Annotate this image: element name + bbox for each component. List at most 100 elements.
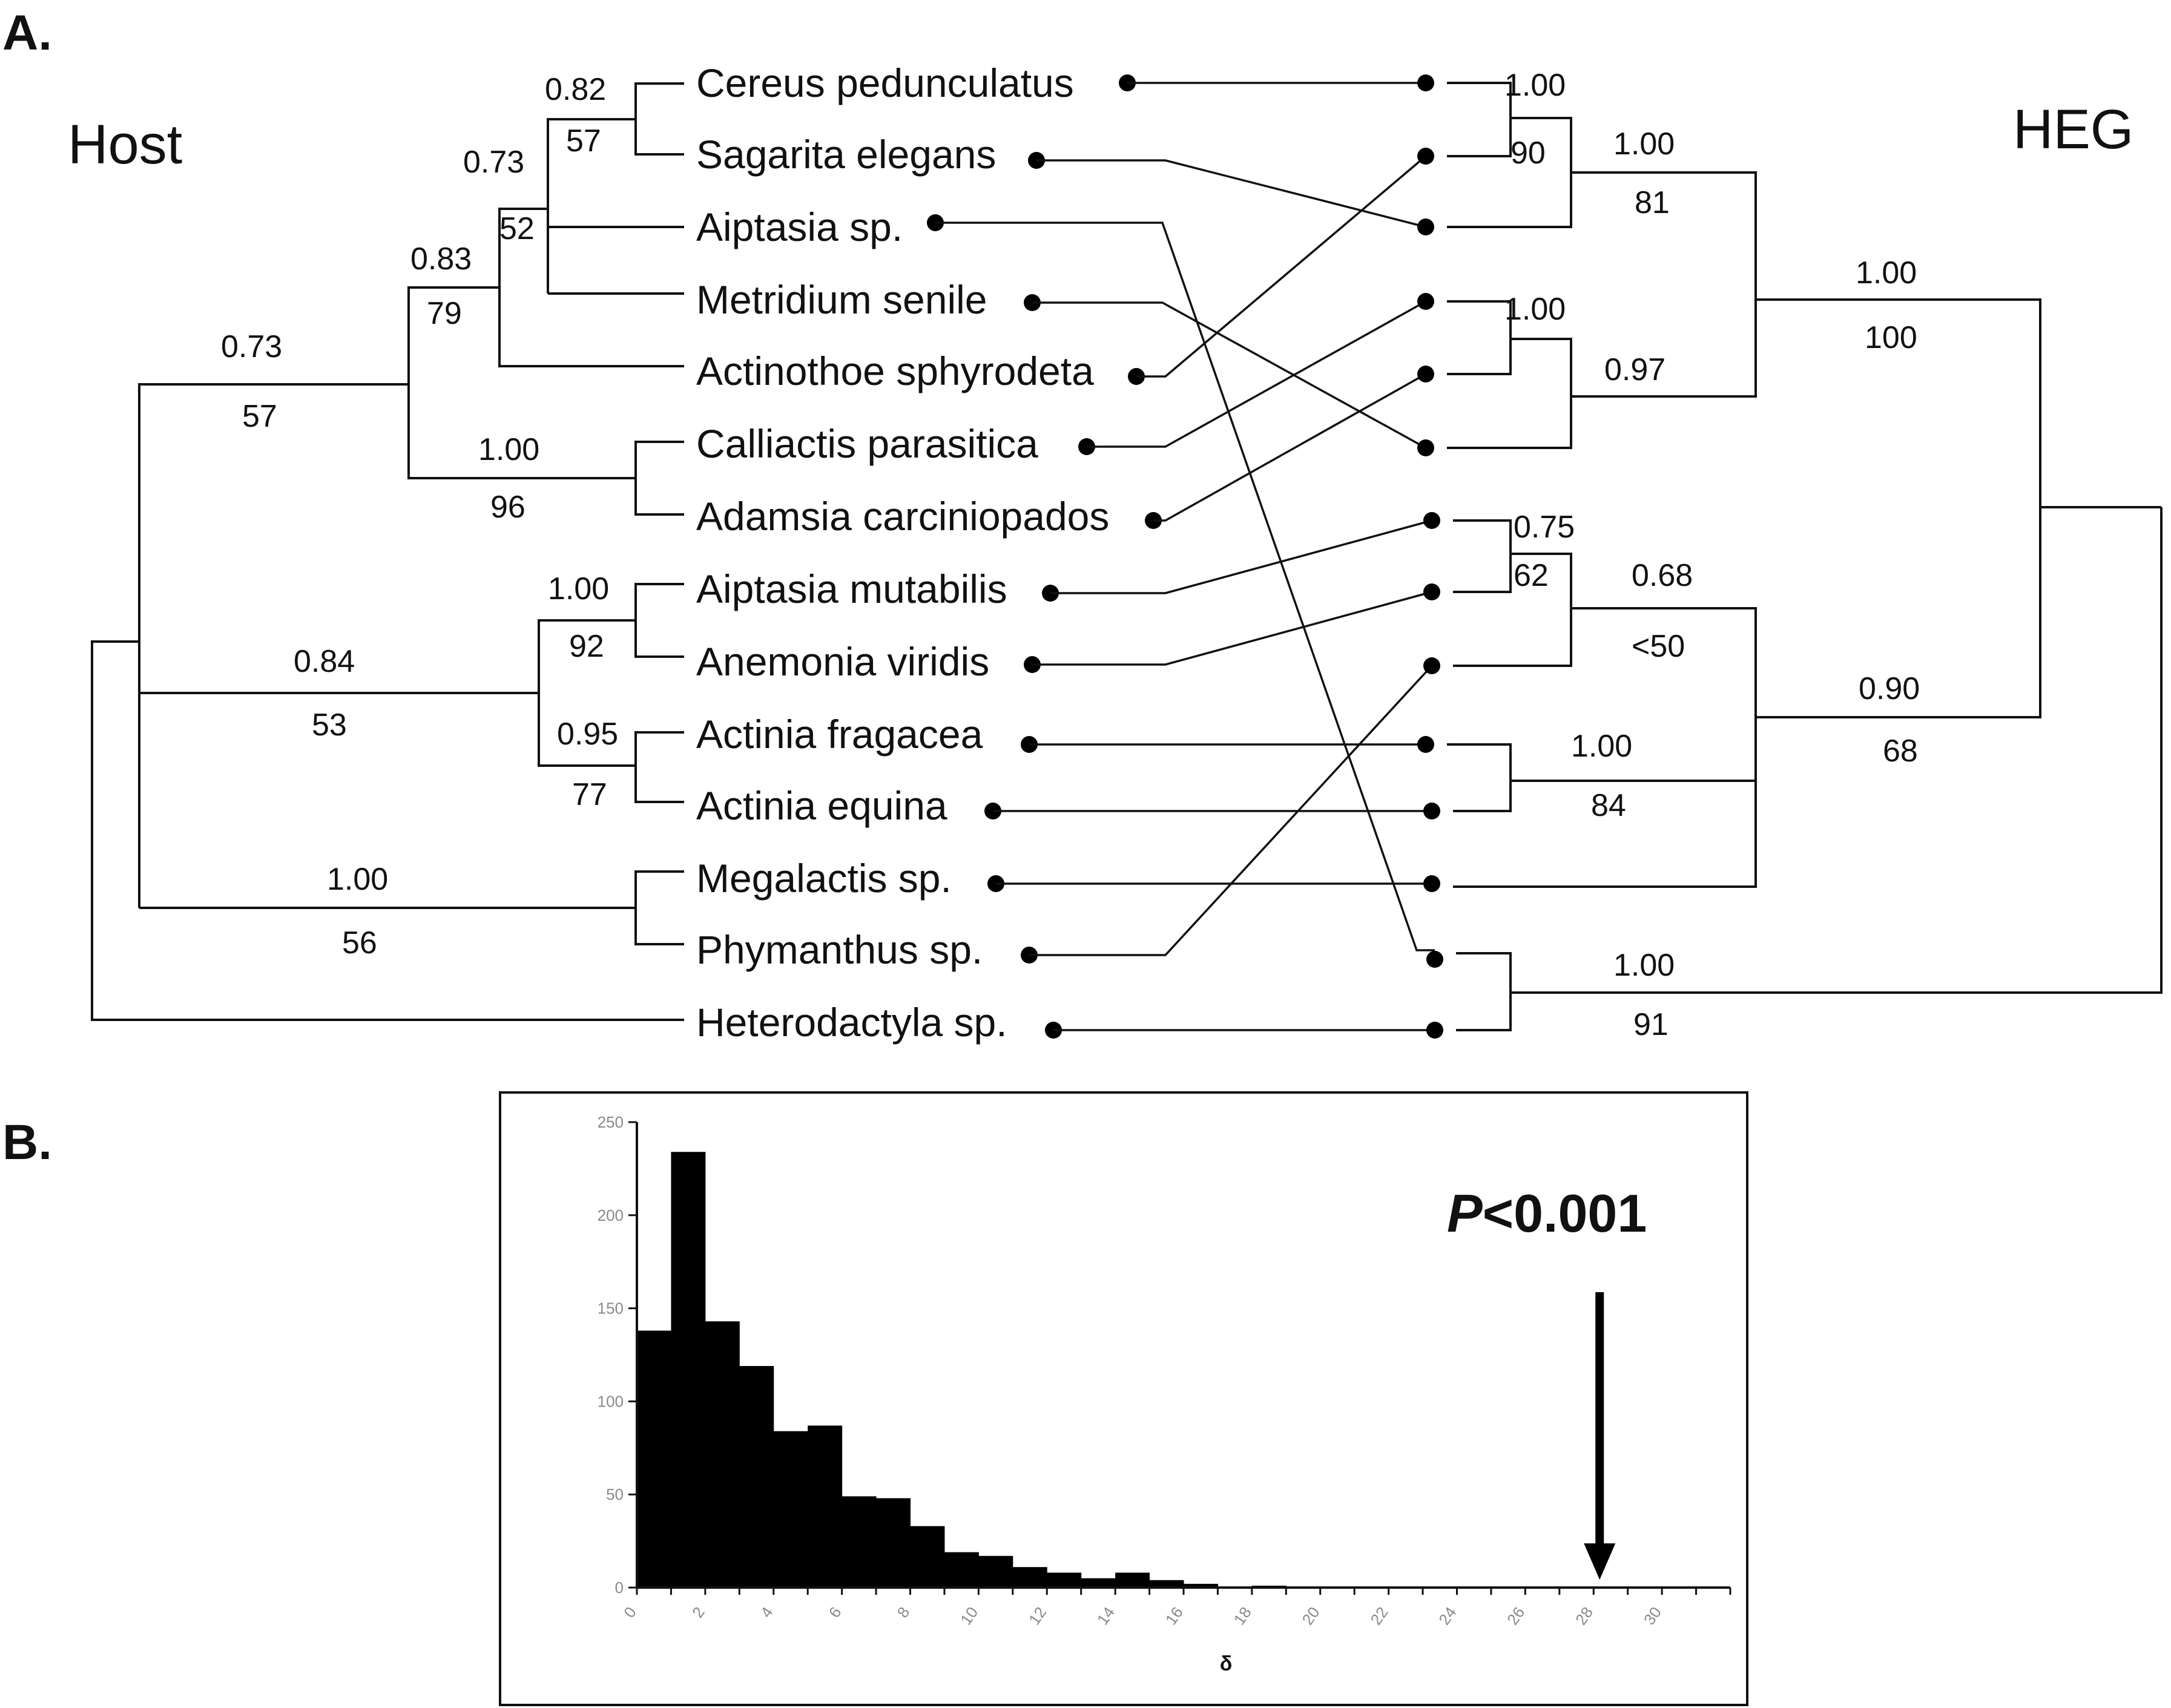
heg-tip-dots [1417,74,1443,1039]
host-branch-cereus-sagarita [634,82,684,156]
histogram-bar [1012,1567,1047,1588]
support-bootstrap: 77 [572,777,607,812]
heg-support-values: 1.00 90 1.00 81 1.00 0.97 1.00 100 0.75 … [1504,68,1920,1042]
histogram-bar [773,1431,808,1588]
histogram-bar [1184,1583,1218,1588]
support-posterior: 0.83 [410,241,472,277]
host-support-values: 0.82 57 0.73 52 0.83 79 0.73 57 1.00 96 … [221,72,618,961]
support-bootstrap: 79 [427,296,462,331]
panel-a-label: A. [2,5,52,61]
support-bootstrap: 57 [566,123,601,159]
taxon-label: Aiptasia sp. [696,205,903,249]
heg-tip-dot [1426,1022,1443,1039]
taxon-label: Phymanthus sp. [696,927,983,972]
host-branch-ingroup [138,383,409,908]
y-tick-label: 250 [598,1113,624,1131]
support-posterior: 0.82 [545,72,606,107]
heg-branch-h7-h12-stem [1756,506,2161,718]
support-posterior: 1.00 [1504,68,1566,103]
heg-branch-h7-h8 [1453,519,1512,593]
support-posterior: 0.68 [1632,558,1693,593]
association-link [935,222,1435,951]
taxon-label: Actinia fragacea [696,712,983,757]
histogram-bar [808,1425,843,1588]
histogram-bar [1115,1572,1150,1588]
histogram-bar [1149,1580,1184,1588]
heg-branch-h13-h14 [1456,952,1512,1031]
heg-tree-title: HEG [2013,99,2133,160]
arrow-head [1584,1543,1616,1580]
association-link [1136,155,1427,378]
host-branch-actinia [634,731,684,803]
histogram-bar [910,1526,945,1588]
support-bootstrap: 84 [1591,788,1626,823]
taxon-label: Cereus pedunculatus [696,61,1074,105]
support-posterior: 1.00 [548,571,609,606]
heg-branch-h4-h5 [1447,300,1512,375]
heg-branch-h7-h12 [1453,607,1757,888]
host-branch-root [91,640,684,1021]
histogram-bar [944,1552,979,1588]
support-bootstrap: 56 [342,925,377,961]
y-tick-label: 100 [598,1392,624,1410]
taxon-label: Heterodactyla sp. [696,1000,1007,1045]
support-posterior: 1.00 [478,432,539,467]
support-posterior: 0.95 [557,717,618,752]
y-tick-label: 0 [615,1578,624,1597]
y-tick-label: 50 [606,1485,624,1503]
support-bootstrap: 81 [1635,185,1670,220]
heg-tip-dot [1417,366,1434,383]
heg-tip-dot [1423,512,1440,529]
support-bootstrap: 52 [499,211,535,246]
y-tick-label: 200 [598,1206,624,1224]
association-link [1087,300,1426,448]
p-value-rest: <0.001 [1483,1183,1647,1243]
heg-tip-dot [1423,875,1440,892]
heg-branch-h1-h2 [1447,82,1512,157]
y-tick-label: 150 [598,1299,624,1318]
taxon-label: Anemonia viridis [696,639,989,684]
taxon-label: Actinothoe sphyrodeta [696,349,1094,393]
support-bootstrap: 62 [1514,558,1549,593]
support-bootstrap: 91 [1633,1007,1669,1042]
heg-tip-dot [1417,148,1434,165]
support-bootstrap: 100 [1865,320,1917,355]
support-bootstrap: <50 [1632,629,1685,664]
histogram-bar [876,1498,911,1588]
support-bootstrap: 68 [1883,734,1918,769]
host-branch-aiptasia-anemonia [634,583,684,658]
support-posterior: 1.00 [1571,729,1632,764]
host-tree [91,82,684,1021]
support-bootstrap: 96 [490,490,525,525]
histogram-bar [978,1555,1013,1588]
taxon-labels: Cereus pedunculatus Sagarita elegans Aip… [696,61,1109,1045]
host-branch-node-079 [547,172,684,295]
support-posterior: 0.90 [1859,671,1920,706]
histogram-bar [705,1321,740,1588]
taxon-label: Adamsia carciniopados [696,494,1109,539]
histogram-bar [637,1330,671,1588]
host-tree-title: Host [68,114,182,176]
p-value-annotation: P<0.001 [1447,1183,1647,1243]
support-bootstrap: 53 [312,708,347,743]
histogram-bar [842,1496,877,1588]
association-link [1032,591,1432,666]
heg-tip-dot [1423,583,1440,600]
heg-branch-root [1510,507,2163,994]
support-posterior: 0.84 [294,644,355,679]
support-posterior: 1.00 [1613,948,1675,983]
heg-branch-h1-h3 [1447,117,1572,228]
p-value-italic: P [1447,1183,1483,1243]
support-posterior: 0.73 [463,145,524,180]
heg-branch-top [1571,171,1757,398]
histogram-bar [1081,1578,1116,1588]
host-branch-calliactis-adamsia [634,441,684,516]
heg-tip-dot [1417,74,1434,91]
support-posterior: 1.00 [1613,126,1675,162]
histogram-bar [1047,1572,1082,1588]
support-posterior: 1.00 [327,862,388,897]
taxon-label: Sagarita elegans [696,132,996,177]
